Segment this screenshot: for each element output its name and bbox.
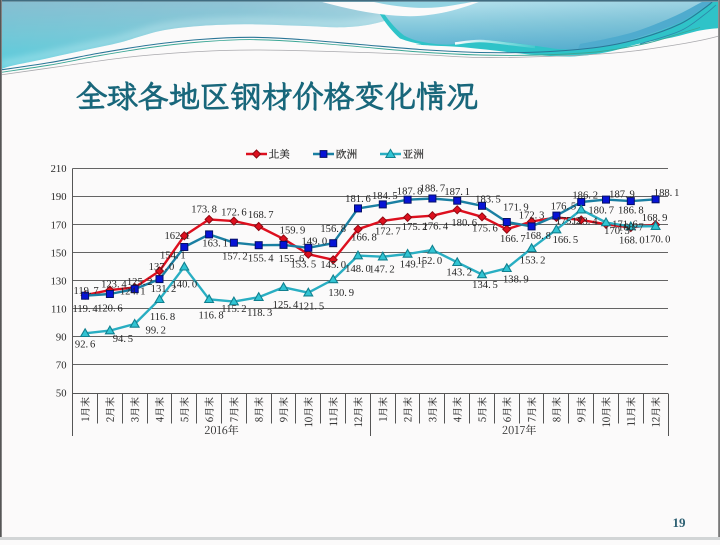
svg-text:155.6: 155. 6 [279,254,305,265]
svg-text:119.7: 119. 7 [73,286,98,297]
svg-text:170.0: 170. 0 [645,235,671,246]
svg-text:163.1: 163. 1 [202,238,228,249]
svg-text:187.8: 187. 8 [397,187,423,198]
svg-text:153.5: 153. 5 [290,259,316,270]
svg-text:176.4: 176. 4 [423,222,449,233]
svg-text:168.0: 168. 0 [619,236,645,247]
svg-text:186.8: 186. 8 [618,206,644,217]
svg-text:119.4: 119. 4 [72,304,98,315]
svg-text:171.6: 171. 6 [612,220,638,231]
svg-text:176.5: 176. 5 [551,202,577,213]
svg-text:180.6: 180. 6 [451,218,477,229]
svg-text:140.0: 140. 0 [171,279,197,290]
svg-text:170.3: 170. 3 [604,226,630,237]
svg-text:166.5: 166. 5 [553,235,579,246]
svg-text:130: 130 [51,276,67,287]
svg-text:188.7: 188. 7 [420,184,446,195]
svg-text:175.2: 175. 2 [402,222,428,233]
svg-text:210: 210 [51,164,67,175]
svg-text:173.8: 173. 8 [191,204,217,215]
svg-text:116.8: 116. 8 [198,310,223,321]
svg-text:154.1: 154. 1 [160,251,186,262]
svg-text:168.7: 168. 7 [248,210,274,221]
svg-text:157.2: 157. 2 [222,252,248,263]
svg-text:175.2: 175. 2 [556,216,582,227]
svg-text:186.2: 186. 2 [572,191,598,202]
svg-text:172.6: 172. 6 [221,208,247,219]
svg-text:159.9: 159. 9 [280,225,306,236]
svg-text:187.9: 187. 9 [609,190,635,201]
svg-text:99.2: 99. 2 [146,326,166,337]
svg-text:90: 90 [56,333,67,344]
svg-text:92.6: 92. 6 [75,339,95,350]
svg-text:166.7: 166. 7 [500,234,526,245]
svg-text:94.5: 94. 5 [113,334,133,345]
svg-text:123.4: 123. 4 [101,280,127,291]
svg-text:168.8: 168. 8 [525,231,551,242]
svg-text:120.6: 120. 6 [97,304,123,315]
svg-text:168.7: 168. 7 [618,223,644,234]
svg-text:138.9: 138. 9 [503,274,529,285]
svg-text:116.8: 116. 8 [150,312,175,323]
svg-text:145.0: 145. 0 [320,260,346,271]
svg-text:172.7: 172. 7 [375,226,401,237]
svg-text:190: 190 [51,192,67,203]
svg-text:19: 19 [673,515,687,530]
svg-text:147.2: 147. 2 [369,265,395,276]
svg-text:137.0: 137. 0 [149,262,175,273]
svg-text:70: 70 [56,361,67,372]
svg-text:110: 110 [51,305,67,316]
svg-text:131.2: 131. 2 [151,284,177,295]
svg-text:183.5: 183. 5 [475,194,501,205]
svg-text:184.5: 184. 5 [372,191,398,202]
svg-text:162.1: 162. 1 [164,231,190,242]
svg-text:175.6: 175. 6 [472,223,498,234]
svg-text:149.0: 149. 0 [301,237,327,248]
svg-text:188.1: 188. 1 [654,188,680,199]
svg-text:121.5: 121. 5 [298,302,324,313]
svg-text:152.0: 152. 0 [417,256,443,267]
svg-text:149.1: 149. 1 [400,260,426,271]
svg-text:124.1: 124. 1 [120,287,146,298]
svg-text:171.9: 171. 9 [503,203,529,214]
svg-text:130.9: 130. 9 [328,288,354,299]
svg-text:156.8: 156. 8 [320,224,346,235]
svg-text:143.2: 143. 2 [446,267,472,278]
svg-text:125.2: 125. 2 [127,277,153,288]
svg-text:173.4: 173. 4 [572,216,598,227]
svg-text:125.4: 125. 4 [273,300,299,311]
svg-text:168.9: 168. 9 [642,213,668,224]
svg-text:148.0: 148. 0 [345,264,371,275]
svg-text:181.6: 181. 6 [345,194,371,205]
svg-text:180.7: 180. 7 [588,206,614,217]
svg-text:187.1: 187. 1 [444,187,470,198]
svg-text:134.5: 134. 5 [472,280,498,291]
svg-text:172.3: 172. 3 [519,211,545,222]
svg-text:166.8: 166. 8 [351,233,377,244]
svg-text:50: 50 [56,389,67,400]
svg-text:150: 150 [51,248,67,259]
svg-text:115.2: 115. 2 [221,304,246,315]
svg-text:155.4: 155. 4 [248,254,274,265]
svg-text:118.3: 118. 3 [247,308,272,319]
svg-text:170: 170 [51,220,67,231]
svg-text:153.2: 153. 2 [520,255,546,266]
